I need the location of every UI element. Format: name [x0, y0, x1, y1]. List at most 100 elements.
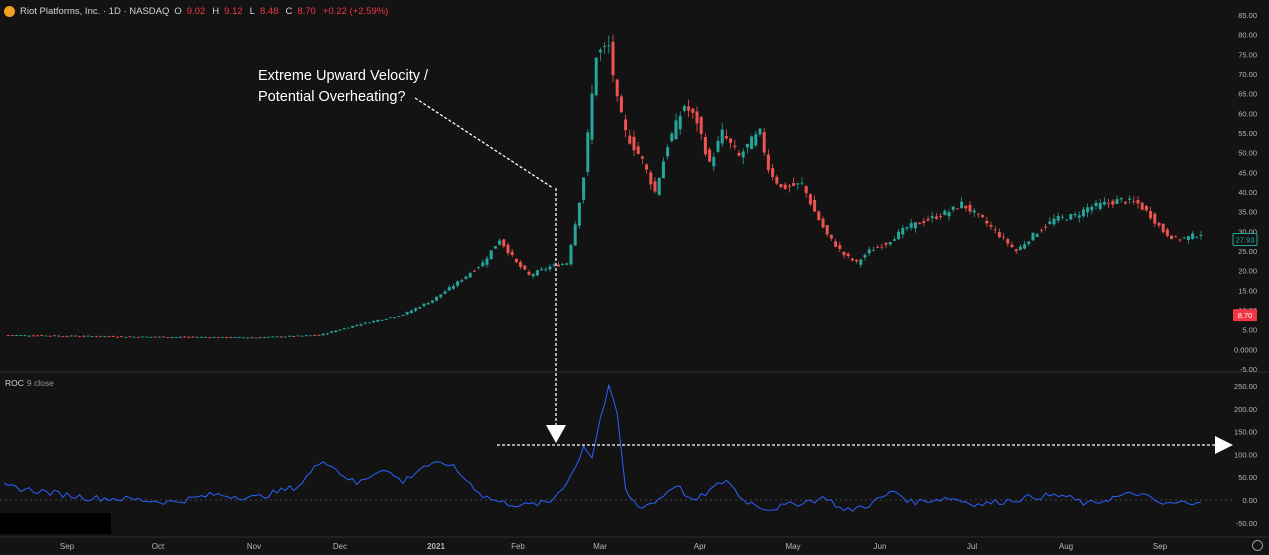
- candle-body: [422, 303, 426, 307]
- candle-body: [687, 106, 691, 111]
- settings-gear-icon[interactable]: [1252, 540, 1263, 551]
- roc-tick-label: -50.00: [1236, 519, 1257, 528]
- change-value: +0.22 (+2.59%): [322, 5, 389, 17]
- candle-body: [523, 265, 527, 270]
- candle-body: [699, 117, 703, 134]
- candle-body: [414, 308, 418, 311]
- candle-body: [586, 132, 590, 172]
- candle-body: [99, 335, 103, 337]
- close-value: 8.70: [297, 5, 316, 17]
- candle-body: [1170, 235, 1174, 240]
- candle-body: [808, 194, 812, 205]
- candle-body: [170, 337, 174, 338]
- candle-body: [1052, 218, 1056, 225]
- candle-body: [1174, 236, 1178, 238]
- candle-body: [976, 213, 980, 215]
- candle-body: [750, 136, 754, 150]
- candle-body: [527, 271, 531, 275]
- candle-body: [733, 145, 737, 147]
- candle-body: [23, 335, 27, 337]
- roc-tick-label: 50.00: [1238, 473, 1257, 482]
- candle-body: [115, 336, 119, 338]
- candle-body: [199, 337, 203, 338]
- roc-legend[interactable]: ROC 9 close: [5, 378, 54, 388]
- candle-body: [695, 111, 699, 124]
- candle-body: [800, 182, 804, 184]
- roc-tick-label: 250.00: [1234, 382, 1257, 391]
- price-tick-label: 80.00: [1238, 31, 1257, 40]
- candle-body: [716, 140, 720, 152]
- candle-body: [930, 216, 934, 219]
- candle-body: [65, 335, 69, 337]
- candle-body: [863, 255, 867, 258]
- candle-body: [506, 244, 510, 254]
- candle-body: [926, 218, 930, 221]
- candle-body: [1128, 198, 1132, 200]
- candle-body: [594, 57, 598, 96]
- time-tick-label: Jul: [967, 542, 977, 551]
- candle-body: [510, 251, 514, 256]
- candle-body: [939, 215, 943, 217]
- candle-body: [901, 227, 905, 235]
- candle-body: [1006, 239, 1010, 244]
- time-tick-label: Aug: [1059, 542, 1073, 551]
- candle-body: [376, 320, 380, 322]
- price-tick-label: 50.00: [1238, 149, 1257, 158]
- candle-body: [384, 318, 388, 320]
- candle-body: [288, 335, 292, 337]
- candle-body: [792, 182, 796, 186]
- candle-body: [796, 183, 800, 185]
- candle-body: [237, 337, 241, 338]
- candle-body: [661, 161, 665, 179]
- candle-body: [1132, 201, 1136, 203]
- right-arrow-head: [1215, 436, 1233, 454]
- candle-body: [972, 210, 976, 213]
- price-tick-label: 75.00: [1238, 50, 1257, 59]
- time-tick-label: Apr: [694, 542, 707, 551]
- candle-body: [296, 335, 300, 337]
- redacted-box: [0, 513, 111, 534]
- candle-body: [897, 231, 901, 240]
- candle-body: [1048, 221, 1052, 224]
- candle-body: [367, 322, 371, 324]
- candle-body: [493, 246, 497, 249]
- candle-body: [258, 337, 262, 339]
- candle-body: [1123, 201, 1127, 204]
- candle-body: [330, 331, 334, 333]
- candle-body: [36, 335, 40, 337]
- candle-body: [69, 335, 73, 337]
- candle-body: [78, 336, 82, 338]
- price-tick-label: 60.00: [1238, 109, 1257, 118]
- candle-body: [913, 222, 917, 229]
- candle-body: [15, 335, 19, 337]
- candle-body: [846, 253, 850, 257]
- roc-params: 9 close: [26, 378, 54, 388]
- time-tick-label: Nov: [247, 542, 261, 551]
- candle-body: [359, 324, 363, 326]
- candle-body: [783, 184, 787, 189]
- candle-body: [682, 106, 686, 111]
- candle-body: [225, 337, 229, 338]
- candle-body: [388, 317, 392, 319]
- candle-body: [19, 335, 23, 337]
- candle-body: [1161, 223, 1165, 233]
- candle-body: [300, 335, 304, 337]
- candle-body: [607, 45, 611, 47]
- candle-body: [498, 240, 502, 245]
- candle-body: [208, 337, 212, 339]
- candle-body: [712, 157, 716, 167]
- candle-body: [724, 136, 728, 139]
- candle-body: [254, 337, 258, 339]
- annotation-line-2: Potential Overheating?: [258, 89, 406, 105]
- candle-body: [909, 223, 913, 228]
- candle-body: [82, 335, 86, 337]
- candle-body: [439, 294, 443, 298]
- symbol-legend[interactable]: Riot Platforms, Inc. · 1D · NASDAQ O 9.02…: [4, 3, 390, 19]
- candle-body: [1115, 199, 1119, 205]
- time-tick-label: 2021: [427, 542, 445, 551]
- time-tick-label: Jun: [874, 542, 887, 551]
- candle-body: [149, 336, 153, 338]
- candle-body: [464, 276, 468, 279]
- candle-body: [1144, 205, 1148, 211]
